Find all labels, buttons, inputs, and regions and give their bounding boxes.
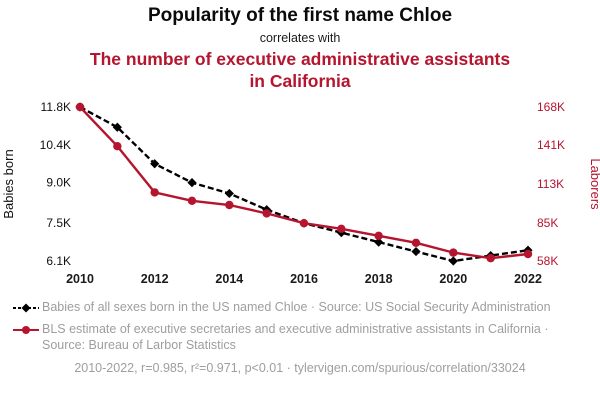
right-axis-tick: 85K — [537, 216, 558, 230]
x-axis-tick: 2016 — [290, 272, 318, 286]
legend-label-chloe: Babies of all sexes born in the US named… — [42, 299, 551, 314]
x-axis-tick: 2020 — [439, 272, 467, 286]
left-axis-tick: 11.8K — [41, 100, 71, 114]
data-point-bls — [374, 231, 383, 240]
data-point-chloe — [224, 188, 234, 198]
chart-svg: 6.1K 7.5K 9.0K 10.4K 11.8K 58K 85K 113K 141K 168K… — [1, 100, 600, 286]
data-point-bls — [486, 253, 495, 262]
legend: Babies of all sexes born in the US named… — [0, 291, 600, 354]
data-point-bls — [225, 200, 234, 209]
data-point-bls — [449, 247, 458, 257]
correlates-with-label: correlates with — [259, 30, 341, 45]
footer-stats: 2010-2022, r=0.985, r²=0.971, p<0.01 · t… — [74, 361, 526, 376]
left-axis-tick: 10.4K — [40, 137, 71, 151]
data-point-bls — [337, 224, 346, 233]
data-point-bls — [299, 218, 309, 227]
data-point-chloe — [187, 177, 197, 187]
legend-diamond-icon — [21, 303, 31, 313]
right-axis-tick: 58K — [537, 254, 558, 268]
data-point-bls — [150, 187, 159, 197]
left-axis-tick: 9.0K — [46, 175, 71, 189]
series-line-bls — [79, 105, 529, 259]
data-point-bls — [187, 196, 197, 205]
x-axis-tick: 2022 — [514, 272, 542, 286]
right-axis-tick: 113K — [537, 177, 564, 191]
data-point-bls — [523, 249, 533, 258]
correlate-title: The number of executive administrative a… — [89, 48, 511, 91]
data-point-bls — [113, 141, 122, 150]
left-axis-tick: 7.5K — [46, 216, 71, 230]
data-point-chloe — [374, 237, 384, 247]
data-point-bls — [262, 208, 271, 218]
page-title: Popularity of the first name Chloe — [147, 5, 453, 26]
x-axis-tick: 2014 — [215, 272, 243, 286]
data-point-chloe — [112, 122, 122, 132]
x-axis-tick: 2012 — [141, 272, 169, 286]
legend-label-bls: BLS estimate of executive secretaries an… — [42, 321, 549, 353]
data-point-chloe — [150, 158, 160, 168]
right-axis-tick: 168K — [537, 100, 565, 114]
right-axis-title: Laborers — [588, 158, 600, 210]
x-axis-tick: 2018 — [365, 272, 393, 286]
legend-marker-0 — [13, 303, 39, 313]
right-axis-tick: 141K — [537, 137, 565, 151]
data-point-bls — [75, 102, 85, 111]
legend-item-bls: BLS estimate of executive secretaries an… — [12, 321, 588, 354]
data-point-bls — [411, 238, 421, 247]
chart-area: 6.1K 7.5K 9.0K 10.4K 11.8K 58K 85K 113K 141K 168K… — [0, 95, 600, 291]
legend-marker-1 — [13, 325, 39, 334]
left-axis-title: Babies born — [1, 149, 16, 218]
legend-item-chloe: Babies of all sexes born in the US named… — [12, 299, 588, 315]
chart-header: Popularity of the first name Chloe corre… — [0, 0, 600, 93]
data-point-chloe — [411, 246, 421, 256]
data-point-chloe — [448, 255, 458, 266]
x-axis-tick: 2010 — [66, 272, 94, 286]
left-axis-tick: 6.1K — [46, 254, 71, 268]
legend-circle-icon — [22, 325, 30, 334]
